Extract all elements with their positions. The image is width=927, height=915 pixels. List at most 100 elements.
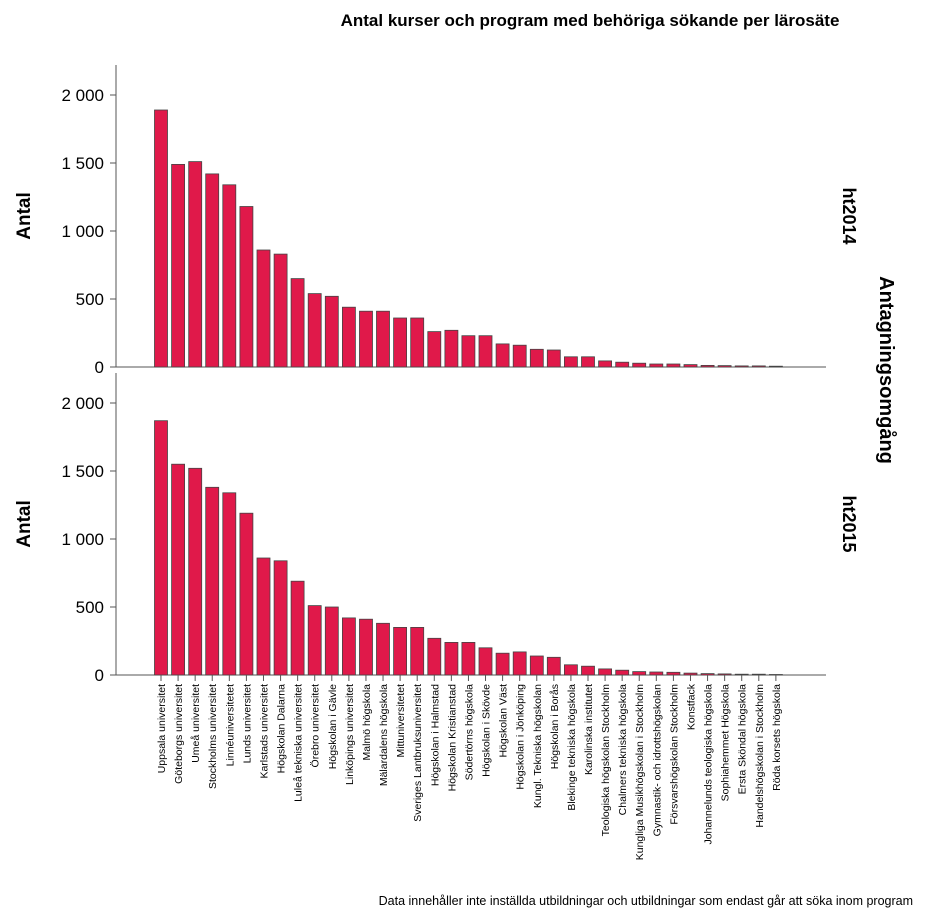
- bar: [717, 673, 732, 676]
- x-tick-label: Uppsala universitet: [156, 684, 168, 773]
- bar: [410, 317, 425, 368]
- bar: [341, 306, 356, 368]
- bar: [273, 253, 288, 368]
- bar: [581, 356, 595, 368]
- y-tick-label: 0: [95, 358, 104, 377]
- bar: [461, 335, 476, 368]
- x-tick-label: Umeå universitet: [190, 684, 202, 763]
- bar: [769, 365, 783, 368]
- bar: [290, 278, 305, 368]
- x-tick-label: Högskolan Kristianstad: [446, 684, 458, 792]
- x-tick-label: Högskolan i Halmstad: [429, 684, 441, 786]
- bar: [632, 362, 647, 368]
- x-tick-label: Högskolan Väst: [498, 684, 510, 758]
- x-tick-label: Mälardalens högskola: [378, 684, 390, 786]
- x-tick-label: Luleå tekniska universitet: [293, 684, 305, 802]
- y-tick-label: 500: [76, 598, 104, 617]
- bar: [598, 668, 612, 676]
- x-tick-label: Högskolan i Skövde: [481, 684, 493, 777]
- bar: [666, 363, 681, 368]
- bar: [188, 161, 203, 368]
- y-axis-ticks: 0 500 1 000 1 500 2 000: [61, 86, 116, 377]
- bar: [359, 310, 373, 368]
- y-axis-label: Antal: [14, 500, 35, 548]
- x-tick-label: Örebro universitet: [310, 684, 322, 768]
- bar: [529, 348, 544, 368]
- y-tick-label: 2 000: [61, 394, 104, 413]
- bar: [171, 463, 186, 676]
- x-tick-label: Mittuniversitetet: [395, 684, 407, 758]
- y-tick-label: 1 500: [61, 154, 104, 173]
- panel-label: ht2014: [839, 187, 859, 244]
- bar: [290, 580, 305, 676]
- bar: [324, 295, 339, 368]
- x-tick-label: Ersta Sköndal högskola: [737, 684, 749, 794]
- y-axis-label: Antal: [14, 192, 35, 240]
- panel-ht2014: 0 500 1 000 1 500 2 000 Antal ht2014: [14, 65, 859, 377]
- bar: [734, 365, 749, 368]
- bar: [239, 512, 254, 676]
- x-tick-label: Chalmers tekniska högskola: [617, 684, 629, 815]
- x-tick-label: Johannelunds teologiska högskola: [703, 684, 715, 845]
- bar: [478, 647, 493, 676]
- footnote: Data innehåller inte inställda utbildnin…: [379, 894, 913, 908]
- bar: [666, 671, 681, 676]
- x-tick-label: Gymnastik- och idrottshögskolan: [651, 684, 663, 836]
- bar: [700, 673, 715, 676]
- y-tick-label: 1 000: [61, 530, 104, 549]
- x-tick-label: Stockholms universitet: [207, 684, 219, 789]
- bar: [529, 655, 544, 676]
- bar: [444, 329, 459, 368]
- bar: [546, 349, 561, 368]
- x-tick-label: Handelshögskolan i Stockholm: [754, 684, 766, 828]
- bar: [410, 627, 425, 676]
- bar: [376, 622, 390, 676]
- bar: [324, 606, 339, 676]
- bar: [717, 365, 732, 368]
- bar: [427, 637, 442, 676]
- bar: [427, 331, 442, 368]
- bar: [615, 669, 630, 676]
- bar: [205, 486, 220, 676]
- bar: [444, 642, 459, 676]
- bar: [222, 184, 237, 368]
- bar: [256, 249, 271, 368]
- bar: [154, 420, 168, 676]
- x-tick-label: Karlstads universitet: [259, 684, 271, 779]
- bar: [307, 293, 322, 368]
- x-tick-label: Kungl. Tekniska högskolan: [532, 684, 544, 808]
- x-tick-label: Högskolan Dalarna: [276, 684, 288, 773]
- bar: [546, 656, 561, 676]
- bar: [478, 335, 493, 368]
- x-tick-label: Linnéuniversitetet: [224, 684, 236, 766]
- bar: [188, 467, 203, 676]
- bar: [393, 627, 408, 676]
- bar: [683, 364, 698, 368]
- bar: [649, 363, 664, 368]
- bars: [154, 420, 783, 676]
- x-tick-label: Södertörns högskola: [463, 684, 475, 780]
- chart-title: Antal kurser och program med behöriga sö…: [341, 11, 840, 30]
- x-tick-label: Högskolan i Gävle: [327, 684, 339, 769]
- x-tick-label: Blekinge tekniska högskola: [566, 684, 578, 811]
- x-tick-label: Högskolan i Borås: [549, 684, 561, 769]
- bar: [769, 674, 783, 676]
- bar: [751, 673, 766, 676]
- x-tick-label: Göteborgs universitet: [173, 684, 185, 784]
- bar: [376, 310, 390, 368]
- bar: [564, 664, 578, 676]
- bar: [461, 642, 476, 676]
- bar: [495, 652, 510, 676]
- bar: [512, 344, 527, 368]
- bar: [700, 364, 715, 368]
- y-tick-label: 500: [76, 290, 104, 309]
- bar: [222, 492, 237, 676]
- y-tick-label: 0: [95, 666, 104, 685]
- x-tick-label: Lunds universitet: [241, 684, 253, 763]
- x-tick-label: Karolinska institutet: [583, 684, 595, 775]
- bar: [307, 605, 322, 676]
- x-tick-label: Kungliga Musikhögskolan i Stockholm: [634, 684, 646, 861]
- y-tick-label: 1 000: [61, 222, 104, 241]
